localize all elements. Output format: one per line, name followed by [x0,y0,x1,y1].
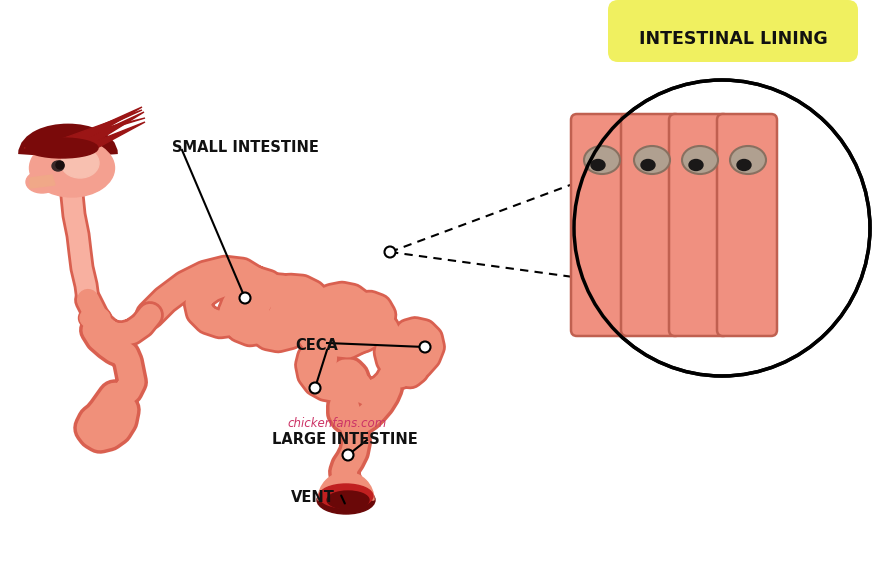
Ellipse shape [688,159,702,171]
Text: chickenfans.com: chickenfans.com [287,417,386,430]
Ellipse shape [633,146,670,174]
Ellipse shape [80,307,110,329]
Text: VENT: VENT [291,490,334,505]
Ellipse shape [326,491,368,509]
Text: LARGE INTESTINE: LARGE INTESTINE [272,432,417,447]
FancyBboxPatch shape [607,0,857,62]
Ellipse shape [61,148,99,178]
Ellipse shape [730,146,765,174]
Ellipse shape [681,146,717,174]
FancyBboxPatch shape [620,114,680,336]
Polygon shape [66,112,144,148]
Circle shape [56,161,64,169]
Text: SMALL INTESTINE: SMALL INTESTINE [172,140,318,155]
FancyBboxPatch shape [570,114,630,336]
Text: CECA: CECA [295,338,338,353]
Polygon shape [37,110,142,148]
FancyBboxPatch shape [716,114,776,336]
Circle shape [573,80,869,376]
Polygon shape [30,175,55,188]
Ellipse shape [584,146,620,174]
Polygon shape [24,118,145,148]
Ellipse shape [318,484,373,508]
Ellipse shape [79,306,112,331]
Ellipse shape [590,159,604,171]
Wedge shape [317,472,374,500]
Circle shape [240,293,250,303]
Circle shape [419,342,430,353]
Ellipse shape [26,138,97,158]
Ellipse shape [30,139,114,197]
Ellipse shape [736,159,750,171]
Circle shape [384,247,395,257]
Ellipse shape [26,171,58,193]
Ellipse shape [316,486,375,514]
Ellipse shape [52,161,64,171]
FancyBboxPatch shape [668,114,729,336]
Circle shape [309,382,320,393]
Polygon shape [51,107,142,148]
Circle shape [342,449,353,460]
Text: INTESTINAL LINING: INTESTINAL LINING [638,30,826,48]
Polygon shape [79,122,145,148]
Ellipse shape [640,159,654,171]
